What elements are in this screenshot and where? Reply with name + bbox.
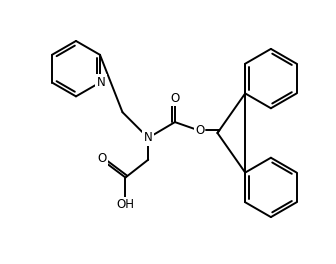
Text: O: O [170,92,179,105]
Text: N: N [96,76,106,89]
Text: O: O [195,124,204,136]
Text: N: N [144,131,153,144]
Text: OH: OH [117,198,134,211]
Text: O: O [97,152,106,165]
